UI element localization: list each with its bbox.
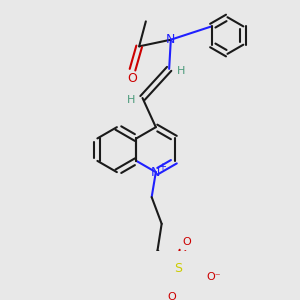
Text: S: S xyxy=(174,262,182,275)
Text: H: H xyxy=(127,95,135,105)
Text: N: N xyxy=(166,33,176,46)
Text: O: O xyxy=(167,292,176,300)
Text: H: H xyxy=(177,65,185,76)
Text: O: O xyxy=(182,237,191,247)
Text: O⁻: O⁻ xyxy=(206,272,220,282)
Text: N: N xyxy=(151,166,160,178)
Text: +: + xyxy=(158,162,166,172)
Text: O: O xyxy=(128,71,137,85)
